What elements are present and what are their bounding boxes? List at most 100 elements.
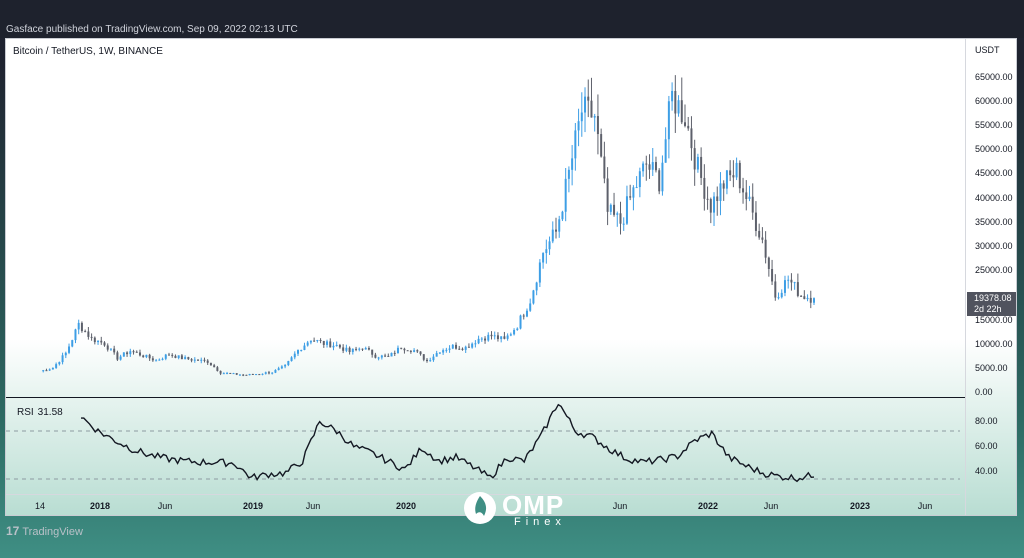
candle-body [113,348,116,353]
candle-body [680,100,683,123]
candle-body [261,373,264,375]
rsi-path [81,403,815,483]
candle-body [403,348,406,351]
candle-body [393,352,396,354]
candle-body [687,125,690,129]
candle-body [796,282,799,296]
candle-body [725,170,728,189]
candle-body [780,292,783,298]
candle-body [729,170,732,176]
candle-body [406,350,409,352]
candle-body [80,322,83,332]
candle-body [700,156,703,178]
candle-body [738,162,741,189]
candle-body [193,359,196,361]
candle-body [177,355,180,358]
candle-body [790,279,793,283]
candle-body [168,354,170,356]
candle-body [171,354,174,356]
candle-body [538,262,541,283]
candle-body [548,241,551,250]
pane-separator[interactable] [6,397,960,398]
candle-body [90,336,93,338]
candle-body [458,348,461,350]
candle-body [93,337,96,343]
rsi-tick: 80.00 [975,416,998,426]
price-tick: 55000.00 [975,120,1013,130]
price-scale[interactable]: USDT 65000.00 60000.00 55000.00 50000.00… [965,39,1016,515]
pane-separator-tail [960,397,965,398]
price-tick: 40000.00 [975,193,1013,203]
candle-body [813,298,815,303]
price-chart[interactable] [6,39,960,494]
candle-body [513,329,516,335]
publisher-line: Gasface published on TradingView.com, Se… [6,24,298,35]
candle-body [267,372,270,374]
candle-body [671,90,674,102]
candle-body [332,345,335,348]
candle-body [642,163,645,172]
candle-body [48,369,51,371]
candle-body [187,357,190,360]
candle-body [506,335,509,339]
candle-body [629,196,632,198]
candle-body [667,101,670,140]
candle-body [367,348,370,350]
price-tick: 65000.00 [975,72,1013,82]
candle-body [648,164,651,170]
candle-body [709,199,712,213]
candle-body [674,90,677,114]
omp-flame-icon [464,492,496,524]
candle-body [209,362,212,366]
candle-body [525,310,528,317]
candle-body [422,354,425,360]
time-label: 2020 [395,501,417,511]
candle-body [751,196,754,213]
candle-body [190,359,193,361]
candle-body [677,100,680,114]
tradingview-logo: 17 TradingView [6,524,83,538]
candle-body [151,358,154,361]
candle-body [197,359,200,361]
candle-body [419,351,422,355]
candle-body [338,345,341,348]
time-label: 14 [34,501,46,511]
candle-body [803,296,806,300]
candle-body [545,249,548,254]
candle-body [100,340,103,343]
candle-body [361,348,364,350]
candle-body [61,355,64,363]
candle-body [471,343,474,348]
candle-body [55,364,58,368]
candle-body [416,350,419,352]
candle-body [477,338,480,344]
candle-body [235,373,238,375]
candle-body [487,334,490,341]
candle-body [132,351,135,353]
candle-body [364,348,367,350]
time-label: 2022 [697,501,719,511]
candle-body [564,178,567,212]
chart-frame[interactable]: Bitcoin / TetherUS, 1W, BINANCE RSI 31.58… [5,38,1017,516]
time-label: Jun [305,501,321,511]
candle-body [532,290,535,304]
candle-body [351,348,354,353]
candle-body [787,279,790,281]
candle-body [558,219,561,232]
candle-body [451,344,454,349]
candle-body [584,96,587,113]
candle-body [306,342,309,346]
candle-body [622,223,625,225]
candle-body [442,350,445,353]
candle-body [455,344,458,349]
candle-body [571,158,574,170]
time-label: 2019 [242,501,264,511]
candle-body [174,355,177,358]
price-tick: 50000.00 [975,144,1013,154]
candle-body [155,360,158,362]
currency-label: USDT [975,45,1000,55]
candle-body [287,361,290,366]
candle-body [703,177,706,199]
candle-body [758,230,761,238]
candle-body [567,169,570,179]
